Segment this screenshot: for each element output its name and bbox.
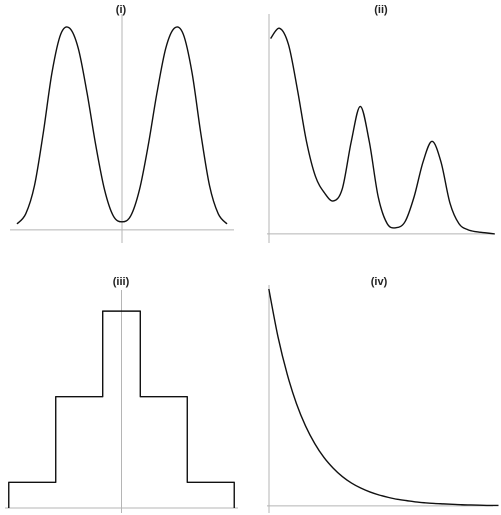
panel-ii: (ii) <box>267 4 495 243</box>
panel-ii-title: (ii) <box>374 4 388 16</box>
panel-i: (i) <box>10 4 234 243</box>
panel-iii: (iii) <box>5 276 238 513</box>
panel-i-curve <box>16 26 228 225</box>
panel-iv-title: (iv) <box>371 276 388 288</box>
panel-iv-curve <box>268 288 499 507</box>
panel-i-title: (i) <box>116 4 127 16</box>
panel-iii-title: (iii) <box>113 276 130 288</box>
panel-iii-curve <box>8 310 235 508</box>
panel-iv: (iv) <box>267 276 499 513</box>
panel-ii-curve <box>270 27 495 235</box>
